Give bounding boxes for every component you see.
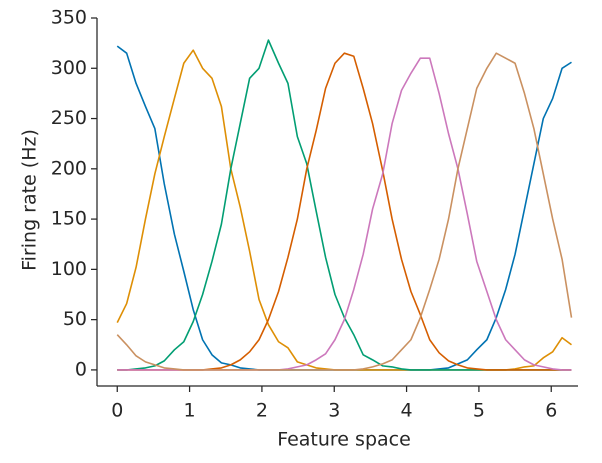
y-axis-label: Firing rate (Hz) <box>19 129 41 271</box>
x-tick-label: 4 <box>401 400 413 422</box>
y-tick-label: 200 <box>51 157 87 179</box>
x-tick-label: 6 <box>545 400 557 422</box>
y-tick-label: 250 <box>51 107 87 129</box>
y-tick-label: 300 <box>51 57 87 79</box>
series-line <box>117 52 572 371</box>
x-tick-label: 5 <box>473 400 485 422</box>
y-tick-label: 150 <box>51 208 87 230</box>
y-tick-label: 0 <box>75 358 87 380</box>
x-axis-label: Feature space <box>277 429 411 451</box>
series-line <box>116 49 572 371</box>
y-tick-label: 350 <box>51 7 87 29</box>
series-line <box>116 52 573 371</box>
y-tick-label: 100 <box>51 258 87 280</box>
y-tick-label: 50 <box>63 308 87 330</box>
x-tick-label: 3 <box>328 400 340 422</box>
x-tick-label: 0 <box>111 400 123 422</box>
x-tick-label: 1 <box>184 400 196 422</box>
series-line <box>117 57 572 371</box>
x-tick-label: 2 <box>256 400 268 422</box>
